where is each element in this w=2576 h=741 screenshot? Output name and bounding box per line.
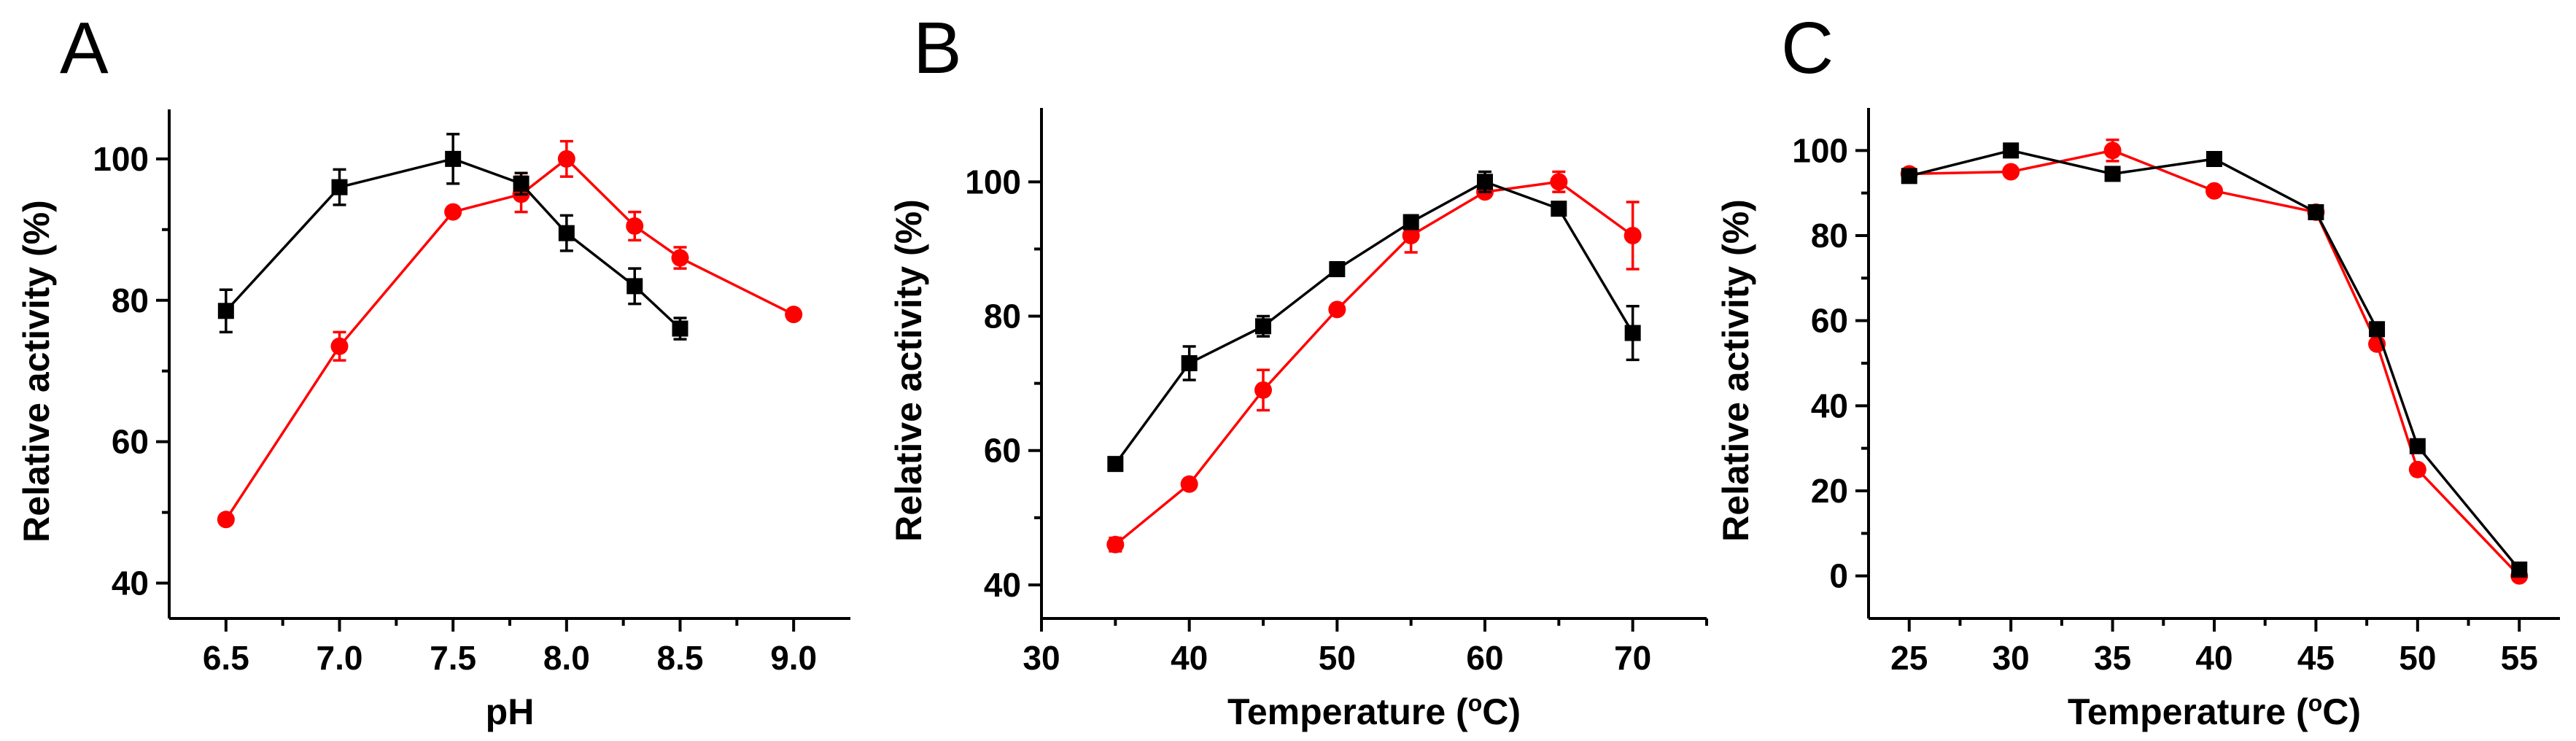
series-red-circle: [217, 139, 803, 529]
data-point-square: [445, 150, 462, 167]
data-point-circle: [1623, 227, 1642, 244]
data-point-square: [217, 303, 234, 319]
data-point-circle: [2103, 141, 2122, 160]
y-tick-label: 40: [984, 566, 1021, 604]
series-red-circle: [1106, 170, 1642, 554]
data-point-circle: [2002, 163, 2020, 181]
data-point-circle: [785, 306, 803, 324]
data-point-square: [2206, 151, 2222, 167]
y-tick-label: 80: [112, 282, 149, 319]
x-tick-label: 7.5: [430, 639, 476, 677]
x-tick-label: 9.0: [770, 639, 817, 677]
y-axis-title: Relative activity (%): [1715, 199, 1756, 542]
data-point-square: [1901, 168, 1917, 185]
x-tick-label: 8.0: [543, 639, 590, 677]
y-axis-title: Relative activity (%): [888, 199, 929, 542]
y-tick-label: 60: [112, 423, 149, 461]
y-axis-title: Relative activity (%): [16, 200, 57, 543]
x-tick-label: 50: [2399, 639, 2436, 677]
x-tick-label: 40: [1171, 639, 1208, 677]
data-point-square: [2369, 321, 2386, 338]
x-axis-title: Temperature (oC): [1227, 690, 1521, 732]
x-tick-label: 70: [1614, 639, 1651, 677]
data-point-square: [1329, 261, 1346, 278]
x-tick-label: 55: [2501, 639, 2538, 677]
data-point-square: [1403, 214, 1419, 230]
data-point-circle: [671, 249, 689, 267]
data-point-square: [2511, 561, 2528, 578]
data-point-square: [1181, 355, 1198, 371]
y-tick-label: 20: [1811, 472, 1848, 510]
panel-letter-b: B: [913, 7, 962, 89]
chart-panel-a: 6.5 7.0 7.5 8.0 8.5 9.0 40 60 80 100 Relative acti…: [16, 109, 850, 732]
series-black-square: [217, 133, 688, 341]
data-point-circle: [444, 203, 462, 221]
y-tick-label: 100: [1792, 131, 1848, 169]
data-point-square: [672, 320, 688, 337]
data-point-square: [2104, 166, 2121, 182]
data-point-square: [626, 278, 643, 295]
x-tick-label: 50: [1319, 639, 1356, 677]
data-point-square: [2409, 438, 2426, 454]
y-tick-label: 80: [1811, 217, 1848, 255]
data-point-square: [558, 225, 575, 241]
data-point-circle: [217, 511, 235, 529]
data-point-square: [513, 175, 529, 192]
y-tick-label: 40: [1811, 387, 1848, 424]
data-point-square: [2003, 142, 2020, 159]
series-black-square: [1107, 170, 1641, 473]
data-point-circle: [1402, 227, 1420, 244]
data-point-square: [1107, 456, 1124, 473]
data-point-circle: [1550, 173, 1568, 191]
chart-panel-c: 25 30 35 40 45 50 55 0 20 40 60 80 100 Relative activ…: [1715, 108, 2560, 732]
data-point-circle: [1328, 300, 1346, 319]
data-point-circle: [2408, 460, 2426, 478]
x-tick-label: 35: [2094, 639, 2131, 677]
x-tick-label: 30: [1993, 639, 2030, 677]
x-tick-label: 60: [1466, 639, 1503, 677]
data-point-circle: [557, 150, 575, 168]
x-tick-label: 6.5: [203, 639, 249, 677]
series-line-red-circle: [1114, 180, 1634, 546]
panel-letter-a: A: [60, 7, 109, 89]
y-tick-label: 80: [984, 298, 1021, 335]
data-point-circle: [1180, 475, 1198, 493]
data-point-circle: [1106, 535, 1125, 554]
x-axis-title: Temperature (oC): [2068, 690, 2361, 732]
x-axis-title: pH: [486, 691, 535, 732]
series-line-red-circle: [1909, 149, 2521, 577]
data-point-square: [1551, 201, 1567, 217]
y-tick-label: 100: [965, 163, 1021, 201]
y-tick-label: 100: [93, 140, 149, 178]
data-point-circle: [626, 217, 644, 235]
y-tick-label: 60: [1811, 302, 1848, 340]
data-point-square: [1255, 318, 1271, 335]
y-tick-label: 0: [1829, 557, 1848, 595]
data-point-circle: [2205, 182, 2223, 200]
series-black-square: [1901, 142, 2528, 578]
data-point-square: [331, 179, 348, 195]
panel-letter-c: C: [1781, 7, 1834, 89]
series-line-black-square: [1114, 180, 1634, 465]
x-tick-label: 40: [2195, 639, 2232, 677]
x-tick-label: 30: [1023, 639, 1060, 677]
series-red-circle: [1900, 139, 2529, 585]
data-point-circle: [1254, 381, 1272, 399]
data-point-circle: [330, 337, 349, 355]
data-point-square: [1624, 325, 1641, 341]
data-point-square: [1477, 174, 1493, 190]
data-point-square: [2308, 203, 2324, 220]
y-tick-label: 40: [112, 565, 149, 602]
x-tick-label: 8.5: [657, 639, 704, 677]
series-line-black-square: [1909, 149, 2521, 571]
x-tick-label: 7.0: [317, 639, 363, 677]
y-tick-label: 60: [984, 432, 1021, 470]
x-tick-label: 25: [1890, 639, 1928, 677]
series-line-red-circle: [225, 157, 794, 521]
x-tick-label: 45: [2297, 639, 2335, 677]
